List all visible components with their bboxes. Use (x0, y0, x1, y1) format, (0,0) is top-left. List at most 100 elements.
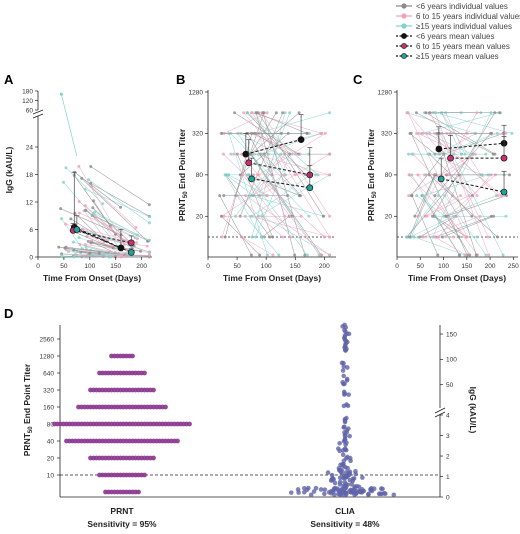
panel-b-indiv-line-74 (247, 174, 308, 256)
panel-b-indiv-dot-75 (256, 111, 260, 115)
panel-b-indiv-dot-48 (220, 214, 224, 218)
panel-d-prnt-dot-0-11 (136, 489, 141, 495)
panel-a-outlier-line (60, 94, 78, 157)
panel-d-clia-dot-3 (313, 485, 319, 491)
panel-d-right-ylabel: IgG (kAU/L) (468, 387, 478, 434)
panel-b-mean-point-0-0 (242, 150, 250, 158)
panel-c-indiv-dot2-50 (489, 111, 493, 115)
panel-c-indiv-dot2-46 (475, 111, 479, 115)
panel-b-mean-point-2-0 (248, 175, 255, 183)
panel-d-clia-dot-68 (338, 492, 344, 498)
panel-a-indiv-dot-36 (89, 165, 93, 169)
panel-c-indiv-line-19 (441, 112, 482, 176)
legend-marker-4 (401, 43, 407, 49)
panel-b-indiv-dot2-43 (323, 131, 327, 135)
panel-c-ytick-label-1: 80 (385, 172, 393, 179)
panel-d-clia-dot-46 (346, 489, 352, 494)
panel-c-mean-line-2 (441, 178, 505, 193)
panel-d-clia-dot-53 (352, 492, 357, 497)
panel-a-indiv-dot-15 (69, 217, 73, 221)
panel-d-right-ytick-label-2: 2 (446, 453, 450, 460)
panel-c-indiv-line-53 (416, 195, 446, 217)
panel-a-indiv-dot-53 (60, 254, 64, 258)
panel-b-indiv-line-59 (226, 174, 254, 196)
panel-b-mean-point-1-0 (245, 159, 253, 167)
panel-c-indiv-line-45 (411, 195, 439, 256)
panel-c-indiv-dot2-71 (510, 131, 514, 135)
panel-c-mean-point-1-0 (447, 154, 454, 162)
panel-a-indiv-dot-18 (91, 206, 95, 210)
panel-c-indiv-dot2-67 (496, 194, 500, 198)
panel-b-indiv-dot2-79 (264, 194, 268, 198)
panel-b-indiv-line-21 (256, 112, 308, 134)
panel-b-indiv-line-42 (239, 112, 283, 217)
panel-a-indiv-dot-63 (72, 248, 76, 252)
panel-a-indiv-dot-67 (77, 211, 81, 215)
panel-d-right-ytick-up-label-2: 150 (446, 331, 457, 338)
legend-label-3: <6 years mean values (416, 32, 495, 41)
panel-c-indiv-dot-75 (435, 131, 439, 135)
panel-d-prnt-dot-8-7 (130, 353, 135, 359)
panel-d-left-ylabel: PRNT50 End Point Titer (22, 363, 34, 456)
panel-c-indiv-dot2-5 (475, 235, 479, 239)
panel-b-indiv-dot2-8 (288, 111, 292, 115)
panel-b-ytick-label-3: 1280 (189, 89, 204, 96)
panel-b-indiv-dot2-41 (307, 214, 311, 218)
panel-d-clia-dot-174 (344, 365, 350, 370)
panel-c-indiv-dot2-39 (498, 111, 502, 115)
panel-a-indiv-dot-51 (92, 199, 96, 203)
panel-d-clia-dot-190 (343, 344, 348, 350)
panel-c-indiv-line-55 (447, 153, 476, 176)
panel-d-clia-dot-155 (346, 392, 351, 397)
panel-d-clia-dot-186 (344, 378, 350, 383)
panel-a-ytick-label-1: 6 (29, 227, 33, 234)
panel-c-indiv-line-76 (407, 112, 468, 238)
panel-d-prnt-dots (52, 353, 192, 495)
panel-c-indiv-dot-69 (408, 235, 412, 239)
panel-b-indiv-dot2-44 (328, 111, 332, 115)
panel-a-indiv-dot-41 (64, 166, 68, 170)
panel-a-indiv-dot-14 (71, 240, 75, 244)
panel-b-indiv-dot2-49 (319, 131, 323, 135)
panel-a-indiv-line-24 (90, 183, 150, 217)
panel-c-ytick-label-3: 1280 (378, 89, 393, 96)
panel-d-left-ytick-label-7: 1280 (40, 353, 55, 360)
panel-b-indiv-dot-28 (220, 235, 224, 239)
panel-a-mean-point-1-1 (127, 239, 135, 247)
panel-d-clia-dot-171 (340, 368, 346, 373)
panel-b-indiv-line-50 (258, 174, 330, 217)
panel-c-indiv-line-70 (434, 236, 466, 256)
panel-c-indiv-dot2-33 (491, 152, 495, 156)
panel-c-indiv-dot-53 (415, 194, 419, 198)
panel-d-clia-dot-52 (335, 486, 340, 491)
panel-c-indiv-dot2-78 (489, 131, 493, 135)
panel-a-ytick-up-label-1: 120 (22, 98, 33, 105)
panel-c-indiv-dot-51 (408, 131, 412, 135)
panel-b-indiv-dot2-34 (271, 253, 275, 257)
panel-b-indiv-dot-72 (248, 152, 252, 156)
panel-b-indiv-dot2-66 (303, 253, 307, 257)
panel-c-indiv-line-57 (445, 195, 507, 217)
panel-d-clia-dot-144 (341, 424, 347, 430)
panel-a-indiv-dot2-41 (101, 202, 105, 206)
panel-a-indiv-line-20 (87, 254, 150, 257)
panel-b-indiv-dot2-27 (268, 235, 272, 239)
panel-b-indiv-dot2-61 (299, 214, 303, 218)
panel-d-clia-dot-179 (342, 392, 347, 397)
panel-a-xtick-label-3: 150 (110, 263, 121, 270)
panel-b-indiv-dot2-58 (281, 235, 285, 239)
panel-a-indiv-dot-62 (72, 255, 76, 259)
panel-d-clia-dot-121 (347, 433, 352, 439)
panel-a-indiv-dot-22 (93, 215, 97, 219)
panel-c: C 0 50 100 150 200 250 20 80 320 1280 PRNT50 End … (353, 72, 519, 283)
panel-b-mean-line-1 (248, 162, 310, 176)
panel-b-indiv-line-68 (251, 174, 311, 217)
panel-b-indiv-dot-74 (246, 173, 250, 177)
panel-b-indiv-dot2-22 (328, 235, 332, 239)
panel-b-indiv-dot2-39 (299, 194, 303, 198)
panel-a-indiv-dot2-62 (109, 255, 113, 259)
panel-d-left-ytick-label-3: 80 (47, 421, 55, 428)
panel-b-indiv-line-54 (246, 112, 306, 176)
panel-d-clia-dot-28 (318, 487, 324, 492)
panel-a-indiv-dot-39 (89, 241, 93, 245)
